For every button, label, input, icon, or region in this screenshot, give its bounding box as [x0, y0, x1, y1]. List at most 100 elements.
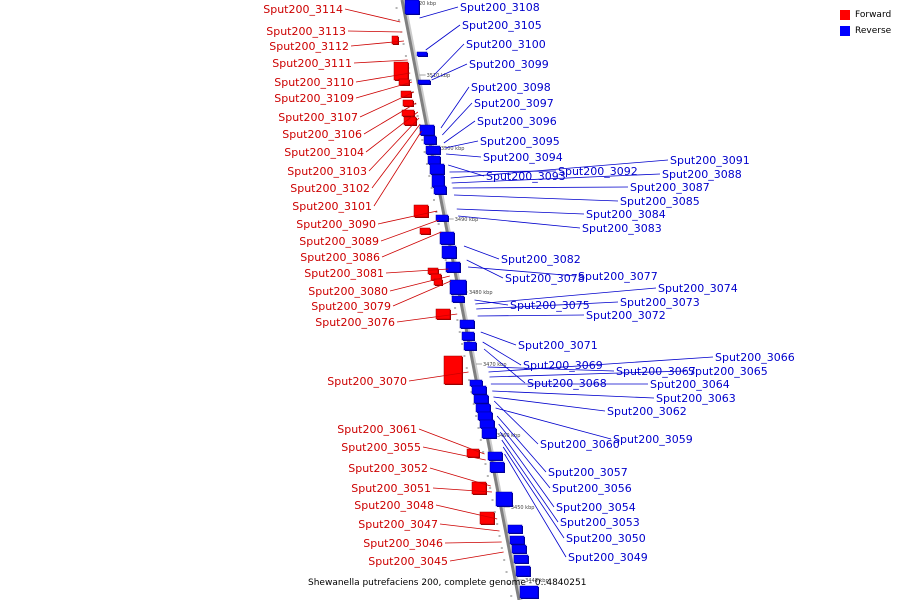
forward-gene-label: Sput200_3090: [296, 218, 376, 231]
forward-gene-feature: [402, 99, 414, 107]
reverse-gene-feature: [509, 535, 525, 545]
reverse-gene-label: Sput200_3092: [558, 165, 638, 178]
forward-leader-line: [371, 123, 421, 189]
forward-leader-line: [389, 275, 450, 292]
reverse-leader-line: [451, 173, 661, 184]
reverse-gene-feature: [481, 427, 497, 439]
reverse-leader-line: [445, 153, 482, 158]
reverse-gene-label: Sput200_3088: [662, 168, 742, 181]
reverse-gene-feature: [471, 385, 487, 395]
forward-leader-line: [385, 268, 449, 274]
forward-leader-line: [449, 551, 504, 562]
forward-gene-feature: [419, 227, 431, 235]
reverse-leader-line: [501, 439, 559, 523]
forward-gene-label: Sput200_3106: [282, 128, 362, 141]
reverse-gene-label: Sput200_3053: [560, 516, 640, 529]
forward-gene-label: Sput200_3104: [284, 146, 364, 159]
reverse-gene-feature: [489, 461, 505, 473]
forward-gene-label: Sput200_3051: [351, 482, 431, 495]
forward-gene-label: Sput200_3103: [287, 165, 367, 178]
legend-reverse-swatch: [840, 26, 850, 36]
reverse-gene-label: Sput200_3067: [616, 365, 696, 378]
reverse-leader-line: [449, 170, 557, 173]
forward-gene-label: Sput200_3055: [341, 441, 421, 454]
forward-gene-label: Sput200_3080: [308, 285, 388, 298]
forward-leader-line: [365, 111, 419, 153]
reverse-leader-line: [495, 407, 612, 440]
reverse-gene-feature: [441, 245, 457, 259]
tick-label: 3470 kbp: [483, 362, 507, 368]
forward-gene-feature: [413, 204, 429, 218]
reverse-leader-line: [456, 208, 585, 215]
forward-leader-line: [359, 91, 415, 118]
reverse-leader-line: [458, 215, 581, 229]
reverse-leader-line: [440, 86, 470, 129]
forward-leader-line: [444, 541, 502, 544]
reverse-gene-feature: [451, 295, 465, 303]
reverse-gene-label: Sput200_3098: [471, 81, 551, 94]
reverse-leader-line: [504, 453, 567, 558]
reverse-gene-feature: [463, 341, 477, 351]
reverse-gene-feature: [449, 279, 467, 295]
tick-label: 3440 kbp: [525, 578, 549, 584]
forward-leader-line: [408, 371, 469, 382]
reverse-leader-line: [498, 423, 551, 489]
reverse-gene-label: Sput200_3068: [527, 377, 607, 390]
tick-label: 3450 kbp: [511, 505, 535, 511]
forward-gene-feature: [466, 448, 480, 458]
forward-gene-label: Sput200_3113: [266, 25, 346, 38]
forward-leader-line: [353, 59, 408, 64]
reverse-leader-line: [483, 348, 526, 384]
reverse-gene-label: Sput200_3074: [658, 282, 738, 295]
forward-leader-line: [355, 81, 413, 99]
reverse-gene-label: Sput200_3060: [540, 438, 620, 451]
reverse-gene-feature: [417, 79, 431, 85]
forward-gene-label: Sput200_3109: [274, 92, 354, 105]
forward-gene-label: Sput200_3114: [263, 3, 343, 16]
forward-gene-label: Sput200_3086: [300, 251, 380, 264]
legend-reverse-label: Reverse: [855, 26, 892, 36]
reverse-leader-line: [502, 446, 565, 539]
forward-leader-line: [355, 72, 411, 83]
reverse-leader-line: [477, 314, 585, 317]
reverse-leader-line: [489, 370, 687, 378]
reverse-gene-label: Sput200_3108: [460, 1, 540, 14]
forward-leader-line: [368, 117, 420, 172]
reverse-gene-feature: [495, 491, 513, 507]
reverse-leader-line: [454, 194, 619, 202]
forward-leader-line: [429, 467, 491, 487]
reverse-gene-label: Sput200_3050: [566, 532, 646, 545]
reverse-gene-label: Sput200_3072: [586, 309, 666, 322]
reverse-leader-line: [493, 396, 606, 412]
forward-gene-feature: [435, 308, 451, 320]
reverse-gene-label: Sput200_3073: [620, 296, 700, 309]
reverse-gene-label: Sput200_3091: [670, 154, 750, 167]
reverse-gene-label: Sput200_3077: [578, 270, 658, 283]
reverse-gene-label: Sput200_3094: [483, 151, 563, 164]
forward-gene-label: Sput200_3101: [292, 200, 372, 213]
reverse-gene-label: Sput200_3062: [607, 405, 687, 418]
forward-leader-line: [432, 487, 492, 493]
forward-gene-feature: [401, 109, 415, 117]
reverse-leader-line: [442, 102, 473, 136]
reverse-gene-label: Sput200_3057: [548, 466, 628, 479]
forward-leader-line: [418, 428, 485, 455]
reverse-leader-line: [444, 140, 479, 149]
reverse-gene-label: Sput200_3065: [688, 365, 768, 378]
legend-forward-label: Forward: [855, 10, 892, 20]
reverse-leader-line: [487, 366, 615, 372]
reverse-gene-label: Sput200_3105: [462, 19, 542, 32]
reverse-leader-line: [431, 63, 468, 81]
reverse-leader-line: [475, 287, 657, 305]
reverse-leader-line: [448, 164, 485, 177]
forward-gene-label: Sput200_3076: [315, 316, 395, 329]
reverse-gene-feature: [439, 231, 455, 245]
reverse-gene-label: Sput200_3100: [466, 38, 546, 51]
reverse-gene-feature: [433, 185, 447, 195]
forward-gene-label: Sput200_3112: [269, 40, 349, 53]
reverse-gene-label: Sput200_3096: [477, 115, 557, 128]
forward-gene-label: Sput200_3081: [304, 267, 384, 280]
reverse-gene-feature: [513, 554, 529, 564]
forward-leader-line: [377, 210, 438, 225]
